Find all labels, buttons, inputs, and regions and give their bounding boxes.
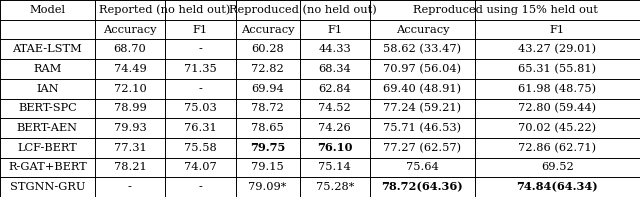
- Text: R-GAT+BERT: R-GAT+BERT: [8, 163, 87, 172]
- Text: 75.03: 75.03: [184, 103, 217, 113]
- Text: 70.02 (45.22): 70.02 (45.22): [518, 123, 596, 133]
- Text: 72.82: 72.82: [251, 64, 284, 74]
- Text: 79.93: 79.93: [113, 123, 147, 133]
- Text: 69.94: 69.94: [251, 84, 284, 94]
- Text: 78.21: 78.21: [113, 163, 147, 172]
- Text: 43.27 (29.01): 43.27 (29.01): [518, 44, 596, 54]
- Text: 58.62 (33.47): 58.62 (33.47): [383, 44, 461, 54]
- Text: 69.52: 69.52: [541, 163, 574, 172]
- Text: 61.98 (48.75): 61.98 (48.75): [518, 84, 596, 94]
- Text: IAN: IAN: [36, 84, 59, 94]
- Text: 78.65: 78.65: [251, 123, 284, 133]
- Text: 74.07: 74.07: [184, 163, 217, 172]
- Text: 77.31: 77.31: [113, 143, 147, 153]
- Text: Reproduced using 15% held out: Reproduced using 15% held out: [413, 5, 597, 15]
- Text: Accuracy: Accuracy: [396, 25, 449, 34]
- Text: 75.71 (46.53): 75.71 (46.53): [383, 123, 461, 133]
- Text: 79.09*: 79.09*: [248, 182, 287, 192]
- Text: 70.97 (56.04): 70.97 (56.04): [383, 64, 461, 74]
- Text: 76.31: 76.31: [184, 123, 217, 133]
- Text: -: -: [128, 182, 132, 192]
- Text: Reproduced (no held out): Reproduced (no held out): [229, 5, 376, 15]
- Text: 75.58: 75.58: [184, 143, 217, 153]
- Text: STGNN-GRU: STGNN-GRU: [10, 182, 85, 192]
- Text: 74.52: 74.52: [318, 103, 351, 113]
- Text: -: -: [198, 44, 202, 54]
- Text: 79.75: 79.75: [250, 142, 285, 153]
- Text: 72.10: 72.10: [113, 84, 147, 94]
- Text: 68.34: 68.34: [318, 64, 351, 74]
- Text: 75.28*: 75.28*: [316, 182, 354, 192]
- Text: 68.70: 68.70: [113, 44, 147, 54]
- Text: BERT-AEN: BERT-AEN: [17, 123, 78, 133]
- Text: 77.24 (59.21): 77.24 (59.21): [383, 103, 461, 113]
- Text: 65.31 (55.81): 65.31 (55.81): [518, 64, 596, 74]
- Text: -: -: [198, 84, 202, 94]
- Text: 77.27 (62.57): 77.27 (62.57): [383, 143, 461, 153]
- Text: Accuracy: Accuracy: [103, 25, 157, 34]
- Text: 78.99: 78.99: [113, 103, 147, 113]
- Text: 44.33: 44.33: [318, 44, 351, 54]
- Text: 72.80 (59.44): 72.80 (59.44): [518, 103, 596, 113]
- Text: ATAE-LSTM: ATAE-LSTM: [13, 44, 82, 54]
- Text: 78.72(64.36): 78.72(64.36): [381, 182, 463, 193]
- Text: RAM: RAM: [33, 64, 61, 74]
- Text: 74.26: 74.26: [318, 123, 351, 133]
- Text: 75.64: 75.64: [406, 163, 439, 172]
- Text: 69.40 (48.91): 69.40 (48.91): [383, 84, 461, 94]
- Text: 74.84(64.34): 74.84(64.34): [516, 182, 598, 193]
- Text: 72.86 (62.71): 72.86 (62.71): [518, 143, 596, 153]
- Text: 60.28: 60.28: [251, 44, 284, 54]
- Text: BERT-SPC: BERT-SPC: [18, 103, 77, 113]
- Text: 75.14: 75.14: [318, 163, 351, 172]
- Text: 78.72: 78.72: [251, 103, 284, 113]
- Text: Accuracy: Accuracy: [241, 25, 294, 34]
- Text: 71.35: 71.35: [184, 64, 217, 74]
- Text: F1: F1: [550, 25, 565, 34]
- Text: F1: F1: [327, 25, 342, 34]
- Text: Model: Model: [29, 5, 65, 15]
- Text: 74.49: 74.49: [113, 64, 147, 74]
- Text: -: -: [198, 182, 202, 192]
- Text: F1: F1: [193, 25, 208, 34]
- Text: 79.15: 79.15: [251, 163, 284, 172]
- Text: Reported (no held out): Reported (no held out): [99, 5, 231, 15]
- Text: 62.84: 62.84: [318, 84, 351, 94]
- Text: LCF-BERT: LCF-BERT: [17, 143, 77, 153]
- Text: 76.10: 76.10: [317, 142, 353, 153]
